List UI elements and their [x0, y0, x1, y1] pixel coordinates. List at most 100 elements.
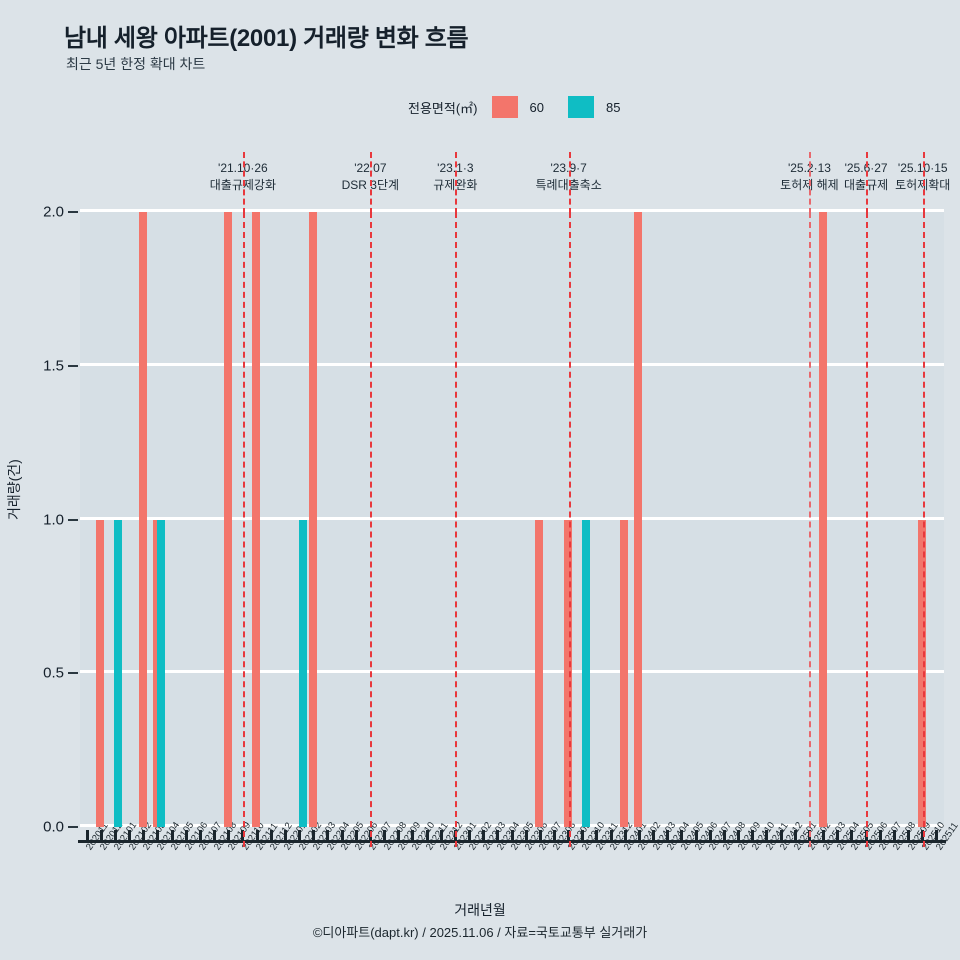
- x-axis-tick-mark: [184, 830, 188, 843]
- x-axis-tick-mark: [170, 830, 174, 843]
- x-axis-tick-mark: [425, 830, 429, 843]
- x-axis-tick-mark: [255, 830, 259, 843]
- annotation-line-top: [809, 152, 812, 214]
- annotation-line-top: [370, 152, 373, 214]
- x-axis-tick-mark: [85, 830, 89, 843]
- annotation-line-top: [922, 152, 925, 214]
- annotation-line-top: [455, 152, 458, 214]
- annotation-date: '25.10·15: [897, 161, 948, 175]
- bar[interactable]: [818, 212, 827, 827]
- annotation-line-top: [242, 152, 245, 214]
- y-axis-tick-label: 1.5: [43, 357, 64, 375]
- x-axis-tick-mark: [737, 830, 741, 843]
- bar[interactable]: [96, 519, 105, 827]
- gridline: [80, 209, 944, 212]
- bar[interactable]: [223, 212, 232, 827]
- x-axis-tick-mark: [892, 830, 896, 843]
- annotation-text: 토허제 해제: [780, 178, 839, 192]
- gridline: [80, 516, 944, 520]
- bar[interactable]: [114, 519, 123, 827]
- x-axis-tick-mark: [298, 830, 302, 843]
- y-axis-tick-mark: [68, 518, 78, 521]
- x-axis-tick-mark: [468, 830, 471, 843]
- legend-label-60: 60: [529, 99, 544, 115]
- x-axis-tick-mark: [198, 830, 202, 843]
- gridline: [80, 670, 944, 674]
- annotation-date: '23.1·3: [437, 161, 474, 175]
- x-axis-tick-mark: [581, 830, 585, 843]
- y-axis-tick-mark: [68, 364, 78, 367]
- gridline: [80, 824, 944, 827]
- x-axis-tick-mark: [156, 830, 160, 843]
- x-axis-tick-mark: [793, 830, 797, 843]
- chart-footer: ©디아파트(dapt.kr) / 2025.11.06 / 자료=국토교통부 실…: [312, 925, 648, 940]
- chart-title: 남내 세왕 아파트(2001) 거래량 변화 흐름: [64, 25, 469, 52]
- bar[interactable]: [252, 212, 261, 827]
- annotation-line: [568, 212, 571, 847]
- x-axis-tick-mark: [595, 830, 599, 843]
- x-axis-tick-mark: [836, 830, 840, 843]
- x-axis-tick-mark: [411, 830, 415, 843]
- x-axis-tick-mark: [609, 830, 613, 843]
- legend-label-85: 85: [605, 99, 621, 115]
- legend-swatch-85[interactable]: [567, 96, 594, 118]
- annotation-label: '23.1·3 규제완화: [395, 160, 515, 194]
- bar[interactable]: [581, 519, 590, 827]
- annotation-line: [242, 212, 245, 847]
- y-axis-title: 거래량(건): [6, 459, 22, 520]
- x-axis-tick-mark: [623, 830, 627, 843]
- x-axis-tick-mark: [878, 830, 882, 843]
- x-axis-tick-mark: [652, 830, 656, 843]
- x-axis-tick-mark: [637, 830, 641, 843]
- x-axis-tick-mark: [822, 830, 826, 843]
- x-axis-tick-mark: [312, 830, 316, 843]
- x-axis-tick-mark: [680, 830, 684, 843]
- plot-area: [80, 209, 944, 847]
- bar[interactable]: [156, 519, 165, 827]
- x-axis-tick-mark: [935, 830, 939, 843]
- x-axis-tick-mark: [354, 830, 358, 843]
- x-axis-tick-mark: [708, 830, 712, 843]
- x-axis-tick-mark: [907, 830, 911, 843]
- bar[interactable]: [634, 212, 643, 827]
- annotation-line: [866, 212, 869, 847]
- y-axis-tick-mark: [68, 672, 78, 675]
- x-axis-tick-mark: [722, 830, 726, 843]
- bar[interactable]: [308, 212, 317, 827]
- x-axis-tick-mark: [227, 830, 231, 843]
- annotation-label: '25.10·15 토허제확대: [863, 160, 960, 194]
- x-axis-tick-mark: [765, 830, 769, 843]
- x-axis-tick-mark: [779, 830, 783, 843]
- legend-title: 전용면적(㎡): [408, 100, 478, 116]
- legend-swatch-60[interactable]: [491, 96, 518, 118]
- annotation-date: '23.9·7: [550, 161, 587, 175]
- annotation-line-top: [866, 152, 869, 214]
- bar[interactable]: [563, 519, 572, 827]
- annotation-text: 토허제확대: [895, 178, 951, 192]
- gridline: [80, 362, 944, 366]
- x-axis-tick-mark: [128, 830, 132, 843]
- annotation-line-top: [568, 152, 571, 214]
- x-axis-tick-mark: [383, 830, 387, 843]
- y-axis-tick-mark: [68, 826, 78, 828]
- x-axis-tick-mark: [439, 830, 443, 843]
- chart-subtitle: 최근 5년 한정 확대 차트: [66, 56, 206, 72]
- annotation-line: [809, 212, 812, 847]
- x-axis-tick-mark: [751, 830, 755, 843]
- bar[interactable]: [535, 519, 544, 827]
- x-axis-title: 거래년월: [454, 902, 506, 918]
- annotation-line: [455, 212, 458, 847]
- x-axis-tick-mark: [99, 830, 103, 843]
- x-axis-tick-mark: [269, 830, 273, 843]
- x-axis-tick-mark: [850, 830, 854, 843]
- annotation-line: [922, 212, 925, 847]
- y-axis-tick-label: 2.0: [43, 203, 64, 221]
- bar[interactable]: [620, 519, 629, 827]
- bar[interactable]: [298, 519, 307, 827]
- x-axis-tick-mark: [538, 830, 542, 843]
- bar[interactable]: [138, 212, 147, 827]
- y-axis-tick-label: 1.0: [43, 511, 64, 528]
- x-axis-tick-mark: [326, 830, 330, 843]
- bar[interactable]: [917, 519, 926, 827]
